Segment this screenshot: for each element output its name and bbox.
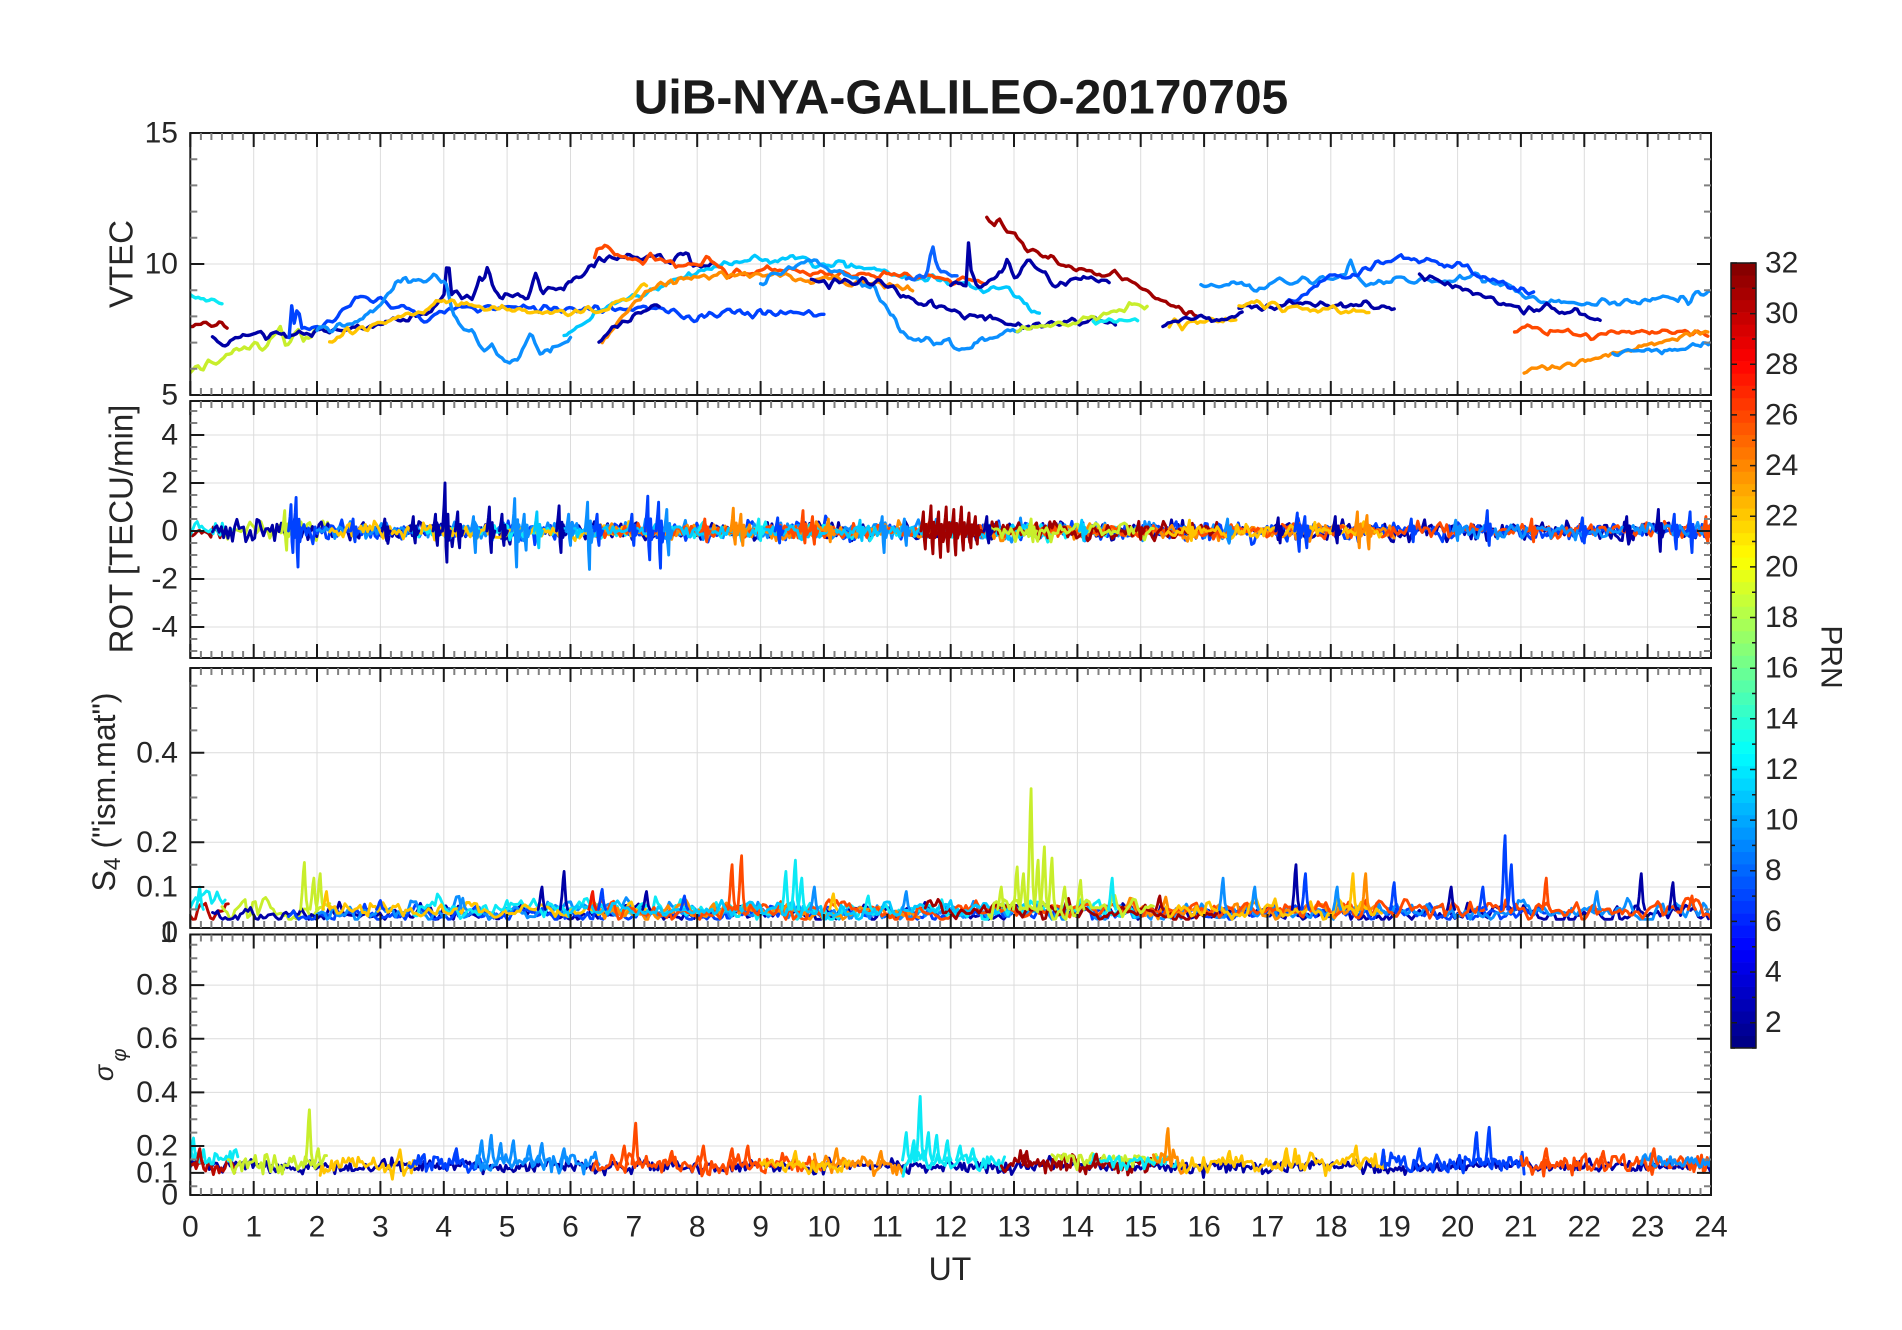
svg-text:5: 5	[161, 379, 178, 412]
svg-text:14: 14	[1765, 702, 1798, 735]
svg-text:2: 2	[309, 1211, 326, 1244]
svg-text:0: 0	[161, 1179, 178, 1212]
svg-text:ROT [TECU/min]: ROT [TECU/min]	[103, 405, 140, 654]
svg-text:11: 11	[872, 1211, 903, 1244]
svg-text:21: 21	[1504, 1211, 1537, 1244]
svg-text:10: 10	[1765, 804, 1798, 837]
svg-text:2: 2	[1765, 1006, 1782, 1039]
svg-text:20: 20	[1441, 1211, 1474, 1244]
svg-text:15: 15	[1124, 1211, 1157, 1244]
svg-text:12: 12	[934, 1211, 967, 1244]
svg-text:8: 8	[689, 1211, 706, 1244]
svg-text:23: 23	[1631, 1211, 1664, 1244]
svg-text:φ: φ	[109, 1048, 131, 1061]
svg-text:30: 30	[1765, 297, 1798, 330]
svg-text:16: 16	[1765, 652, 1798, 685]
svg-text:12: 12	[1765, 753, 1798, 786]
svg-text:7: 7	[625, 1211, 642, 1244]
svg-text:10: 10	[807, 1211, 840, 1244]
svg-text:9: 9	[752, 1211, 769, 1244]
svg-text:4: 4	[1765, 956, 1782, 989]
svg-text:14: 14	[1061, 1211, 1094, 1244]
svg-text:1: 1	[245, 1211, 262, 1244]
svg-text:1: 1	[160, 916, 177, 949]
svg-text:0.1: 0.1	[136, 1156, 178, 1189]
svg-text:15: 15	[145, 117, 178, 150]
svg-text:17: 17	[1251, 1211, 1284, 1244]
svg-text:5: 5	[499, 1211, 516, 1244]
svg-text:19: 19	[1378, 1211, 1411, 1244]
svg-text:σ: σ	[89, 1063, 119, 1081]
svg-text:0.1: 0.1	[136, 871, 178, 904]
svg-text:4: 4	[435, 1211, 452, 1244]
svg-text:13: 13	[997, 1211, 1030, 1244]
svg-text:0: 0	[182, 1211, 199, 1244]
svg-text:0.6: 0.6	[136, 1022, 178, 1055]
svg-text:S4 ("ism.mat"): S4 ("ism.mat")	[86, 692, 125, 891]
svg-text:2: 2	[161, 467, 178, 500]
svg-text:3: 3	[372, 1211, 389, 1244]
svg-text:28: 28	[1765, 348, 1798, 381]
svg-text:0.8: 0.8	[136, 969, 178, 1002]
svg-text:24: 24	[1765, 449, 1798, 482]
svg-text:24: 24	[1694, 1211, 1727, 1244]
svg-text:0.4: 0.4	[136, 736, 178, 769]
svg-text:16: 16	[1187, 1211, 1220, 1244]
svg-text:32: 32	[1765, 247, 1798, 280]
svg-text:UiB-NYA-GALILEO-20170705: UiB-NYA-GALILEO-20170705	[634, 72, 1288, 125]
svg-text:0: 0	[161, 515, 178, 548]
svg-text:-4: -4	[151, 611, 178, 644]
svg-text:6: 6	[562, 1211, 579, 1244]
svg-text:22: 22	[1765, 500, 1798, 533]
svg-text:VTEC: VTEC	[103, 220, 140, 308]
svg-text:0.2: 0.2	[136, 826, 178, 859]
svg-text:18: 18	[1314, 1211, 1347, 1244]
svg-text:0.2: 0.2	[136, 1130, 178, 1163]
svg-text:PRN: PRN	[1815, 625, 1848, 688]
svg-text:26: 26	[1765, 398, 1798, 431]
svg-text:6: 6	[1765, 905, 1782, 938]
svg-text:8: 8	[1765, 854, 1782, 887]
svg-text:0.4: 0.4	[136, 1076, 178, 1109]
svg-text:UT: UT	[929, 1251, 972, 1287]
svg-text:0: 0	[161, 916, 178, 949]
svg-text:4: 4	[161, 419, 178, 452]
svg-text:18: 18	[1765, 601, 1798, 634]
svg-text:10: 10	[145, 248, 178, 281]
svg-text:20: 20	[1765, 550, 1798, 583]
svg-text:22: 22	[1568, 1211, 1601, 1244]
svg-text:-2: -2	[151, 563, 178, 596]
